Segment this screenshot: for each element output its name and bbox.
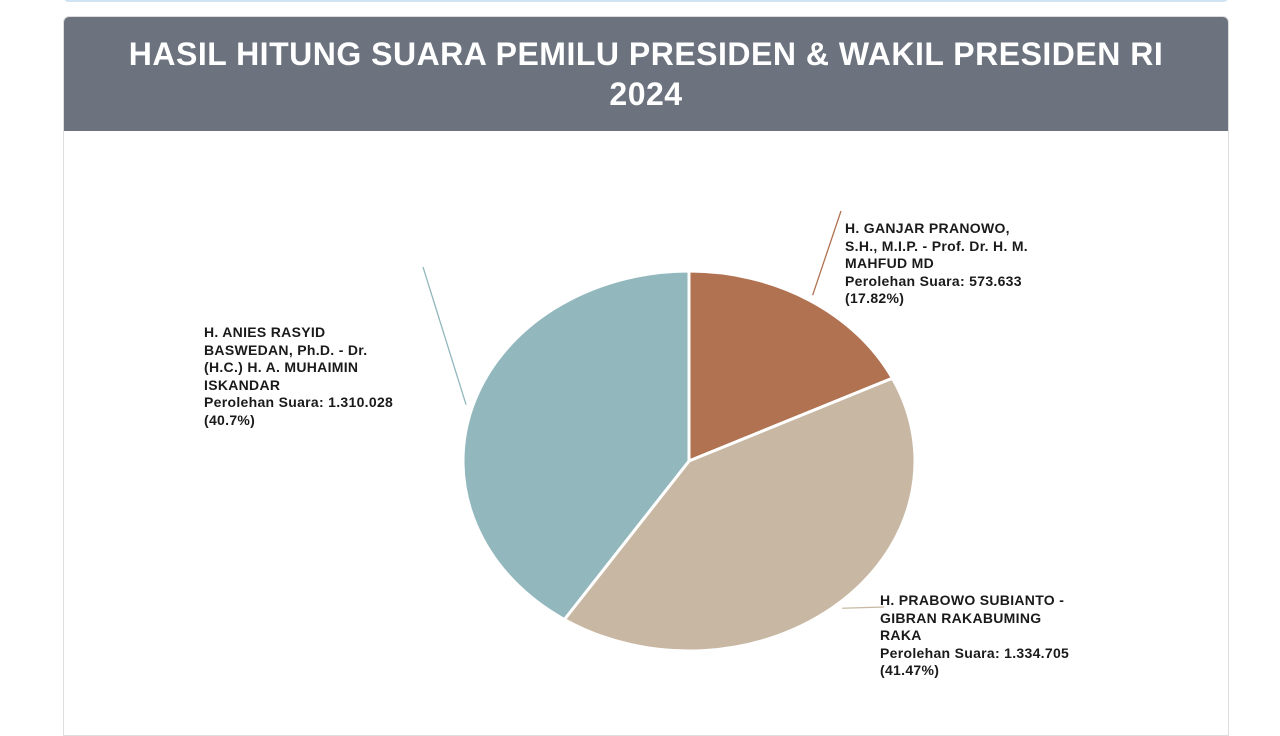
pie-slice[interactable] bbox=[687, 269, 894, 463]
leader-line bbox=[842, 606, 885, 609]
page-title: HASIL HITUNG SUARA PEMILU PRESIDEN & WAK… bbox=[128, 36, 1164, 112]
chart-panel: HASIL HITUNG SUARA PEMILU PRESIDEN & WAK… bbox=[63, 16, 1229, 736]
leader-line bbox=[812, 210, 842, 296]
leader-line bbox=[422, 266, 467, 405]
pie-slice[interactable] bbox=[461, 269, 691, 622]
slice-label-percent: (40.7%) bbox=[204, 411, 256, 428]
slice-label-percent: (41.47%) bbox=[880, 662, 940, 678]
slice-label-percent: (17.82%) bbox=[845, 290, 905, 306]
slice-label-ganjar: H. GANJAR PRANOWO, S.H., M.I.P. - Prof. … bbox=[845, 220, 1085, 308]
slice-label-prabowo: H. PRABOWO SUBIANTO - GIBRAN RAKABUMING … bbox=[880, 592, 1120, 680]
slice-label-votes: Perolehan Suara: 573.633 bbox=[845, 272, 1022, 289]
pie-slice[interactable] bbox=[562, 376, 917, 653]
slice-label-name: H. PRABOWO SUBIANTO - GIBRAN RAKABUMING … bbox=[880, 592, 1065, 643]
pie-chart bbox=[422, 210, 917, 653]
slice-label-votes: Perolehan Suara: 1.310.028 bbox=[204, 394, 394, 410]
panel-header: HASIL HITUNG SUARA PEMILU PRESIDEN & WAK… bbox=[64, 17, 1228, 131]
slice-label-name: H. ANIES RASYID BASWEDAN, Ph.D. - Dr. (H… bbox=[204, 324, 368, 393]
chart-area: H. GANJAR PRANOWO, S.H., M.I.P. - Prof. … bbox=[64, 131, 1228, 735]
slice-label-votes: Perolehan Suara: 1.334.705 bbox=[880, 644, 1070, 661]
slice-label-anies: H. ANIES RASYID BASWEDAN, Ph.D. - Dr. (H… bbox=[204, 324, 434, 429]
top-strip bbox=[63, 0, 1229, 2]
slice-label-name: H. GANJAR PRANOWO, S.H., M.I.P. - Prof. … bbox=[845, 220, 1028, 271]
